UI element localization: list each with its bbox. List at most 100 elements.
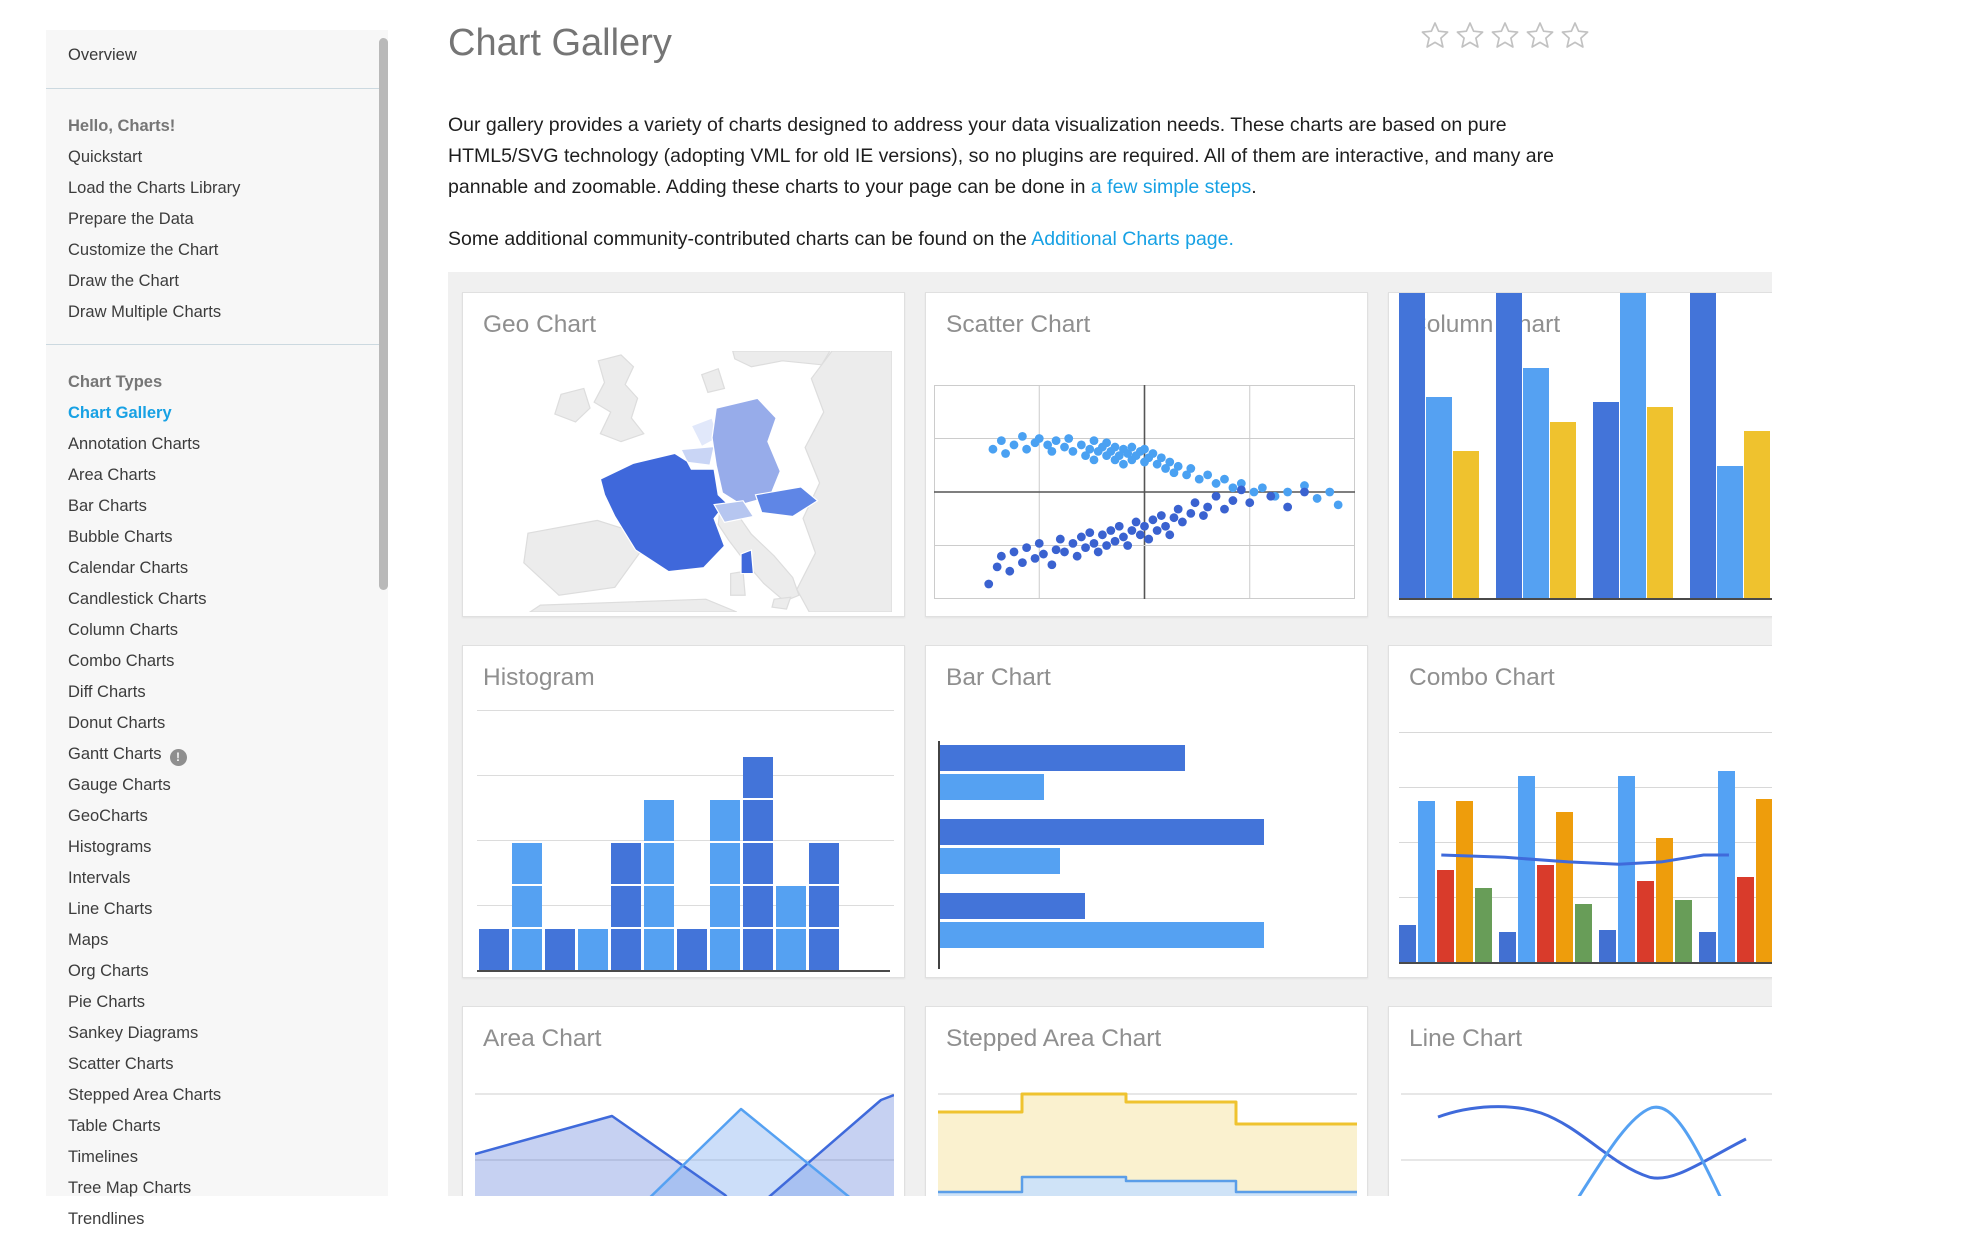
stepped-area-chart-preview (938, 1091, 1357, 1196)
card-scatter-chart[interactable]: Scatter Chart (925, 292, 1368, 617)
sidebar-item-label: Prepare the Data (68, 210, 194, 228)
sidebar-item-label: Trendlines (68, 1210, 144, 1228)
sidebar-nav: Overview Hello, Charts! Quickstart Load th… (46, 30, 388, 1196)
intro-text-end: . (1251, 176, 1256, 198)
card-title: Geo Chart (463, 293, 904, 339)
sidebar-scrollbar-thumb[interactable] (379, 38, 388, 590)
sidebar-item-label: Quickstart (68, 148, 142, 166)
sidebar-item-label: GeoCharts (68, 807, 148, 825)
sidebar-item-label: Calendar Charts (68, 559, 188, 577)
sidebar-item-combo-charts[interactable]: Combo Charts (46, 646, 388, 677)
sidebar-item-gantt-charts[interactable]: Gantt Charts! (46, 739, 388, 770)
sidebar-item-label: Chart Gallery (68, 404, 172, 422)
sidebar-item-label: Customize the Chart (68, 241, 218, 259)
star-outline-icon[interactable] (1455, 20, 1485, 50)
sidebar-item-gauge-charts[interactable]: Gauge Charts (46, 770, 388, 801)
simple-steps-link[interactable]: a few simple steps (1091, 176, 1251, 198)
sidebar-item-label: Column Charts (68, 621, 178, 639)
sidebar-item-draw-the-chart[interactable]: Draw the Chart (46, 266, 388, 297)
sidebar-item-geocharts[interactable]: GeoCharts (46, 801, 388, 832)
sidebar-item-stepped-area-charts[interactable]: Stepped Area Charts (46, 1080, 388, 1111)
star-outline-icon[interactable] (1525, 20, 1555, 50)
sidebar-item-chart-gallery[interactable]: Chart Gallery (46, 398, 388, 429)
card-line-chart[interactable]: Line Chart (1388, 1006, 1772, 1196)
sidebar-item-column-charts[interactable]: Column Charts (46, 615, 388, 646)
sidebar-item-label: Line Charts (68, 900, 152, 918)
sidebar-item-calendar-charts[interactable]: Calendar Charts (46, 553, 388, 584)
sidebar-item-load-the-charts-library[interactable]: Load the Charts Library (46, 173, 388, 204)
card-title: Stepped Area Chart (926, 1007, 1367, 1053)
sidebar-item-tree-map-charts[interactable]: Tree Map Charts (46, 1173, 388, 1204)
sidebar-item-label: Tree Map Charts (68, 1179, 191, 1197)
sidebar-item-bar-charts[interactable]: Bar Charts (46, 491, 388, 522)
page-title: Chart Gallery (448, 22, 672, 65)
sidebar-item-intervals[interactable]: Intervals (46, 863, 388, 894)
sidebar-item-area-charts[interactable]: Area Charts (46, 460, 388, 491)
star-outline-icon[interactable] (1560, 20, 1590, 50)
sidebar-item-draw-multiple-charts[interactable]: Draw Multiple Charts (46, 297, 388, 328)
card-bar-chart[interactable]: Bar Chart (925, 645, 1368, 978)
star-outline-icon[interactable] (1490, 20, 1520, 50)
card-histogram[interactable]: Histogram (462, 645, 905, 978)
sidebar-item-table-charts[interactable]: Table Charts (46, 1111, 388, 1142)
card-column-chart[interactable]: Column Chart (1388, 292, 1772, 617)
sidebar-item-customize-the-chart[interactable]: Customize the Chart (46, 235, 388, 266)
card-title: Bar Chart (926, 646, 1367, 692)
rating-stars[interactable] (1420, 20, 1590, 50)
sidebar-item-quickstart[interactable]: Quickstart (46, 142, 388, 173)
additional-text: Some additional community-contributed ch… (448, 228, 1031, 250)
chart-gallery-grid: Geo Chart (448, 272, 1772, 1196)
sidebar-item-label: Timelines (68, 1148, 138, 1166)
sidebar-item-scatter-charts[interactable]: Scatter Charts (46, 1049, 388, 1080)
sidebar-item-maps[interactable]: Maps (46, 925, 388, 956)
sidebar-item-label: Diff Charts (68, 683, 146, 701)
sidebar-item-label: Load the Charts Library (68, 179, 240, 197)
sidebar-item-label: Candlestick Charts (68, 590, 206, 608)
card-stepped-area-chart[interactable]: Stepped Area Chart (925, 1006, 1368, 1196)
sidebar-item-label: Gauge Charts (68, 776, 171, 794)
card-title: Line Chart (1389, 1007, 1772, 1053)
alert-badge-icon: ! (170, 749, 187, 766)
card-title: Combo Chart (1389, 646, 1772, 692)
sidebar-section-heading: Hello, Charts! (46, 111, 388, 142)
card-title: Scatter Chart (926, 293, 1367, 339)
sidebar-divider (46, 344, 388, 345)
sidebar-item-label: Sankey Diagrams (68, 1024, 198, 1042)
sidebar-item-line-charts[interactable]: Line Charts (46, 894, 388, 925)
sidebar-item-prepare-the-data[interactable]: Prepare the Data (46, 204, 388, 235)
sidebar-item-candlestick-charts[interactable]: Candlestick Charts (46, 584, 388, 615)
card-title: Area Chart (463, 1007, 904, 1053)
sidebar-item-overview[interactable]: Overview (46, 30, 388, 89)
sidebar-item-histograms[interactable]: Histograms (46, 832, 388, 863)
sidebar-item-pie-charts[interactable]: Pie Charts (46, 987, 388, 1018)
sidebar-item-label: Org Charts (68, 962, 149, 980)
sidebar-item-donut-charts[interactable]: Donut Charts (46, 708, 388, 739)
bar-chart-preview (938, 741, 1357, 969)
star-outline-icon[interactable] (1420, 20, 1450, 50)
sidebar-item-trendlines[interactable]: Trendlines (46, 1204, 388, 1235)
sidebar-item-label: Annotation Charts (68, 435, 200, 453)
column-chart-preview (1399, 385, 1772, 600)
card-combo-chart[interactable]: Combo Chart (1388, 645, 1772, 978)
sidebar-item-timelines[interactable]: Timelines (46, 1142, 388, 1173)
sidebar-item-label: Pie Charts (68, 993, 145, 1011)
line-chart-preview (1401, 1091, 1772, 1196)
sidebar-item-sankey-diagrams[interactable]: Sankey Diagrams (46, 1018, 388, 1049)
combo-chart-preview (1399, 732, 1772, 964)
card-area-chart[interactable]: Area Chart (462, 1006, 905, 1196)
geo-chart-preview (499, 351, 892, 612)
additional-charts-link[interactable]: Additional Charts page. (1031, 228, 1234, 250)
sidebar-item-label: Area Charts (68, 466, 156, 484)
card-geo-chart[interactable]: Geo Chart (462, 292, 905, 617)
area-chart-preview (475, 1091, 894, 1196)
intro-text: Our gallery provides a variety of charts… (448, 114, 1554, 198)
sidebar-item-label: Scatter Charts (68, 1055, 173, 1073)
sidebar-item-org-charts[interactable]: Org Charts (46, 956, 388, 987)
sidebar-item-label: Histograms (68, 838, 151, 856)
card-title: Histogram (463, 646, 904, 692)
sidebar-item-bubble-charts[interactable]: Bubble Charts (46, 522, 388, 553)
sidebar-item-label: Bubble Charts (68, 528, 173, 546)
histogram-preview (477, 710, 890, 972)
sidebar-item-annotation-charts[interactable]: Annotation Charts (46, 429, 388, 460)
sidebar-item-diff-charts[interactable]: Diff Charts (46, 677, 388, 708)
